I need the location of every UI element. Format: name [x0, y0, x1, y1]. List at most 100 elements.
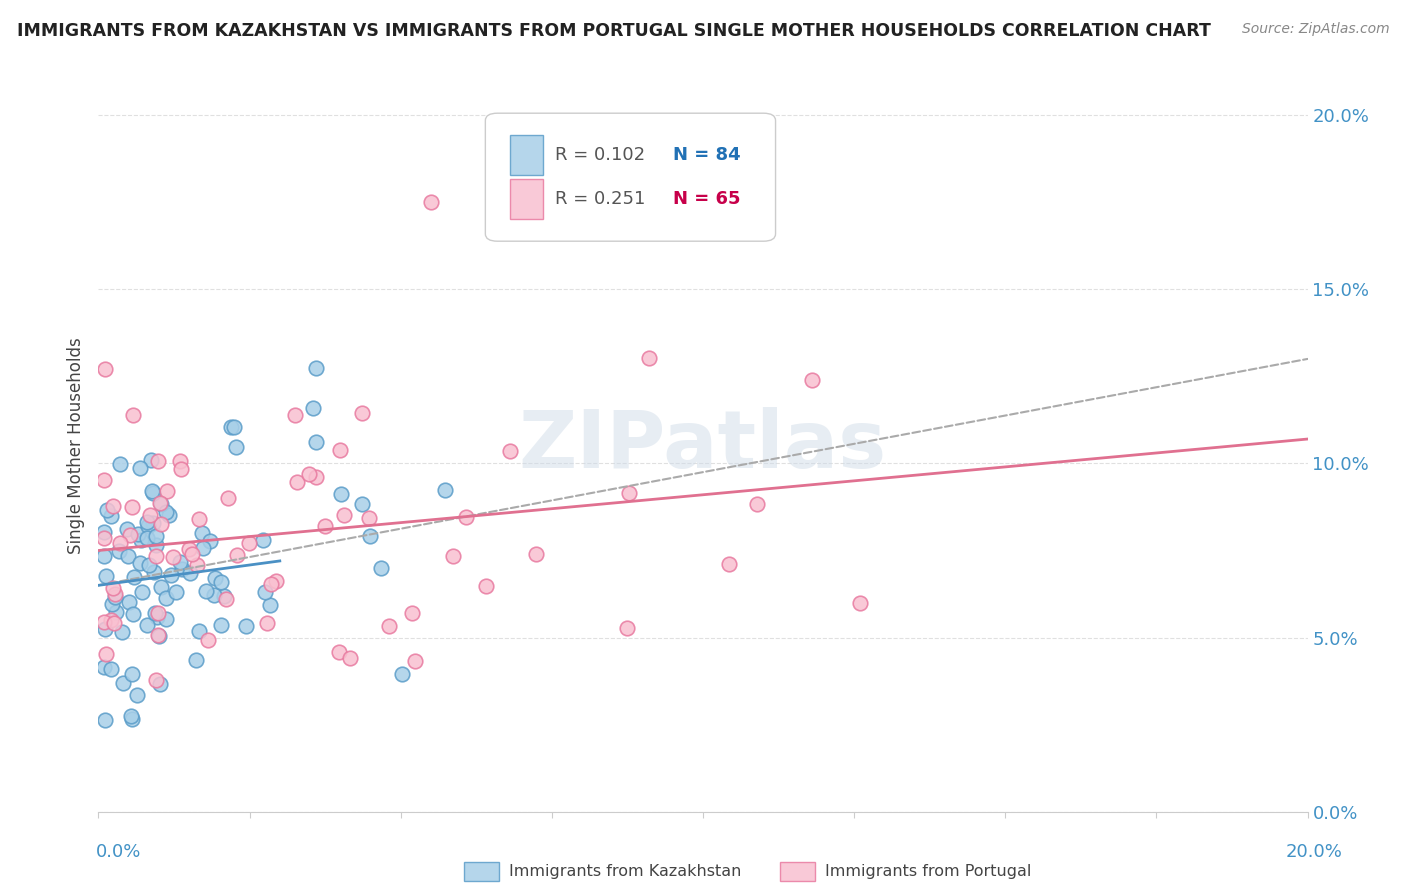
Text: IMMIGRANTS FROM KAZAKHSTAN VS IMMIGRANTS FROM PORTUGAL SINGLE MOTHER HOUSEHOLDS : IMMIGRANTS FROM KAZAKHSTAN VS IMMIGRANTS… — [17, 22, 1211, 40]
Point — [117, 549, 139, 564]
Point — [169, 454, 191, 468]
Point — [110, 535, 132, 549]
Text: Immigrants from Portugal: Immigrants from Portugal — [825, 864, 1032, 879]
Point — [433, 483, 456, 497]
Point — [96, 502, 118, 516]
Point — [94, 647, 117, 661]
Point — [111, 676, 134, 690]
Point — [128, 460, 150, 475]
Point — [747, 497, 769, 511]
Point — [190, 525, 212, 540]
Text: N = 65: N = 65 — [672, 190, 741, 208]
Point — [204, 571, 226, 585]
Point — [304, 470, 326, 484]
Text: Immigrants from Kazakhstan: Immigrants from Kazakhstan — [509, 864, 741, 879]
Point — [617, 486, 640, 500]
Point — [143, 566, 166, 580]
Point — [328, 644, 350, 658]
Text: R = 0.102: R = 0.102 — [555, 146, 645, 164]
Point — [100, 662, 122, 676]
Point — [120, 709, 142, 723]
Point — [156, 483, 179, 498]
Point — [170, 562, 193, 576]
Point — [122, 570, 145, 584]
Point — [186, 558, 208, 573]
Point — [149, 495, 172, 509]
Point — [188, 512, 211, 526]
Point — [181, 547, 204, 561]
Point — [100, 597, 122, 611]
Point — [339, 651, 361, 665]
Point — [284, 409, 307, 423]
Point — [359, 529, 381, 543]
Point — [801, 373, 824, 387]
Point — [202, 588, 225, 602]
Point — [94, 713, 117, 727]
Point — [139, 508, 162, 522]
Point — [100, 509, 122, 524]
Point — [135, 618, 157, 632]
Point — [165, 585, 187, 599]
Point — [118, 528, 141, 542]
Point — [254, 585, 277, 599]
Point — [121, 666, 143, 681]
Point — [350, 406, 373, 420]
Point — [187, 624, 209, 639]
Point — [370, 561, 392, 575]
Point — [219, 420, 242, 434]
Point — [105, 605, 128, 619]
Point — [638, 351, 661, 366]
Point — [131, 584, 153, 599]
Point — [118, 595, 141, 609]
Point — [225, 548, 247, 562]
Point — [101, 500, 124, 514]
Point — [150, 497, 173, 511]
Point — [111, 625, 134, 640]
Point — [298, 467, 321, 482]
Point — [191, 541, 214, 556]
Point — [93, 473, 115, 487]
Text: Source: ZipAtlas.com: Source: ZipAtlas.com — [1241, 22, 1389, 37]
Point — [155, 612, 177, 626]
Point — [145, 538, 167, 552]
Point — [401, 606, 423, 620]
Point — [259, 599, 281, 613]
Point — [302, 401, 325, 416]
Point — [314, 518, 336, 533]
Point — [305, 361, 328, 376]
Point — [145, 673, 167, 688]
Point — [121, 712, 143, 726]
Point — [94, 568, 117, 582]
Point — [143, 607, 166, 621]
Point — [350, 497, 373, 511]
Point — [145, 549, 167, 563]
Point — [235, 619, 257, 633]
Point — [136, 519, 159, 533]
Point — [93, 659, 115, 673]
Point — [136, 515, 159, 529]
Point — [121, 500, 143, 515]
Point — [146, 610, 169, 624]
Point — [217, 491, 239, 505]
Point — [125, 689, 148, 703]
Point — [150, 517, 173, 532]
Point — [145, 528, 167, 542]
Point — [103, 616, 125, 631]
Text: 0.0%: 0.0% — [96, 843, 141, 861]
Point — [94, 362, 117, 376]
Point — [162, 549, 184, 564]
Y-axis label: Single Mother Households: Single Mother Households — [67, 338, 86, 554]
FancyBboxPatch shape — [509, 179, 543, 219]
Point — [259, 576, 281, 591]
Text: ZIPatlas: ZIPatlas — [519, 407, 887, 485]
Point — [359, 511, 381, 525]
Point — [136, 531, 159, 545]
Point — [146, 606, 169, 620]
Point — [122, 408, 145, 422]
Point — [456, 509, 478, 524]
Point — [391, 666, 413, 681]
FancyBboxPatch shape — [509, 135, 543, 176]
Text: N = 84: N = 84 — [672, 146, 741, 164]
Point — [215, 592, 238, 607]
Text: R = 0.251: R = 0.251 — [555, 190, 645, 208]
